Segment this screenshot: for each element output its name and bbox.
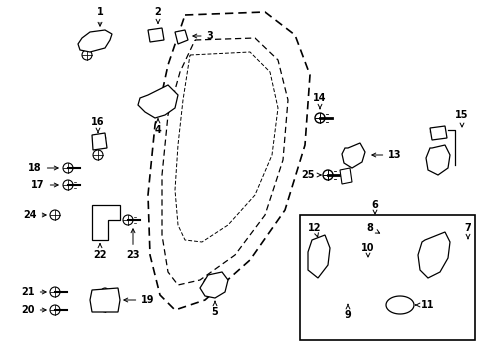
- Text: 12: 12: [307, 223, 321, 237]
- Text: 21: 21: [21, 287, 46, 297]
- Text: 2: 2: [154, 7, 161, 23]
- Text: 15: 15: [454, 110, 468, 127]
- Polygon shape: [307, 235, 329, 278]
- Text: 10: 10: [361, 243, 374, 257]
- Text: 1: 1: [97, 7, 103, 26]
- Text: 4: 4: [154, 119, 161, 135]
- Bar: [299, 215, 474, 340]
- Text: 3: 3: [192, 31, 213, 41]
- Text: 5: 5: [211, 301, 218, 317]
- Text: 22: 22: [93, 244, 106, 260]
- Polygon shape: [385, 296, 413, 314]
- Polygon shape: [200, 272, 227, 298]
- Polygon shape: [148, 28, 163, 42]
- Polygon shape: [92, 205, 120, 240]
- Text: 13: 13: [371, 150, 401, 160]
- Text: 6: 6: [371, 200, 378, 214]
- Polygon shape: [341, 143, 364, 168]
- Text: 8: 8: [366, 223, 379, 233]
- Polygon shape: [78, 30, 112, 52]
- Polygon shape: [90, 288, 120, 312]
- Polygon shape: [339, 168, 351, 184]
- Polygon shape: [138, 85, 178, 118]
- Polygon shape: [425, 145, 449, 175]
- Text: 25: 25: [301, 170, 320, 180]
- Text: 18: 18: [28, 163, 58, 173]
- Text: 9: 9: [344, 305, 351, 320]
- Polygon shape: [92, 133, 107, 150]
- Text: 11: 11: [415, 300, 434, 310]
- Polygon shape: [417, 232, 449, 278]
- Text: 20: 20: [21, 305, 46, 315]
- Text: 14: 14: [313, 93, 326, 109]
- Text: 7: 7: [464, 223, 470, 239]
- Text: 19: 19: [123, 295, 154, 305]
- Text: 24: 24: [23, 210, 46, 220]
- Text: 17: 17: [31, 180, 58, 190]
- Polygon shape: [175, 30, 187, 44]
- Polygon shape: [429, 126, 446, 140]
- Text: 16: 16: [91, 117, 104, 132]
- Text: 23: 23: [126, 229, 140, 260]
